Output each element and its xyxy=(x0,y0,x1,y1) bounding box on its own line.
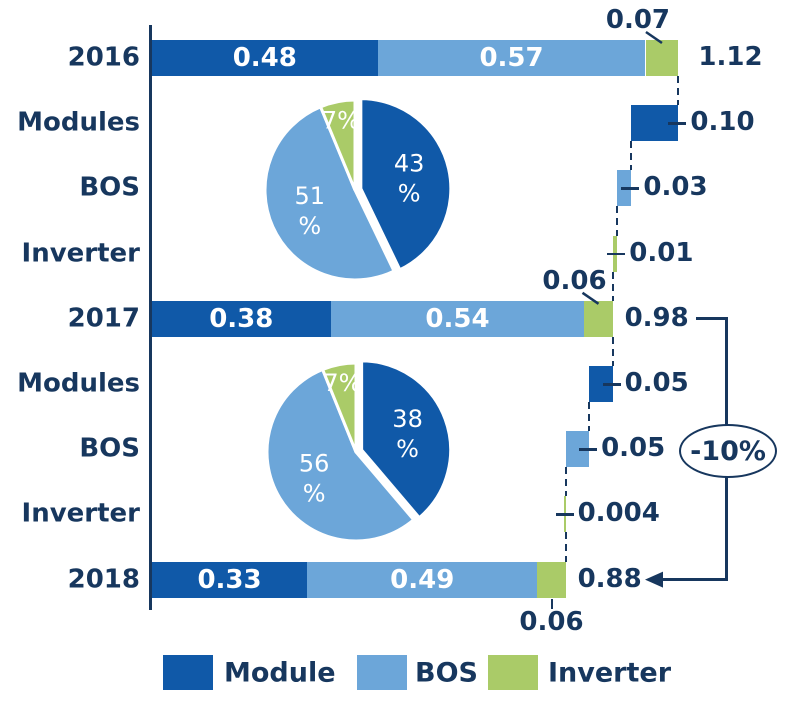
delta-label-bos-2: 0.03 xyxy=(643,172,708,203)
bar-2017-module-segment: 0.38 xyxy=(152,300,331,337)
delta-leader-line xyxy=(555,513,574,516)
bar-2018-module-segment: 0.33 xyxy=(152,561,308,598)
bar-2018-bos-segment: 0.49 xyxy=(307,561,538,598)
pie-slice-bos xyxy=(265,367,416,543)
category-label-2017-4: 2017 xyxy=(67,303,140,334)
delta-leader-line xyxy=(579,448,598,451)
delta-label-modules-5: 0.05 xyxy=(624,367,689,398)
waterfall-connector-line xyxy=(616,206,619,236)
pie-label-inverter: 7% xyxy=(322,106,360,134)
delta-leader-line xyxy=(668,122,687,125)
pie-slice-inverter xyxy=(321,361,358,454)
callout-leader-line xyxy=(550,598,553,609)
pie-label-line: 38 xyxy=(392,405,423,433)
legend-swatch-bos xyxy=(357,655,407,690)
category-label-2016-0: 2016 xyxy=(67,42,140,73)
pie-label-line: % xyxy=(303,479,326,507)
bar-2017-inverter-segment xyxy=(584,300,613,337)
bar-value-label: 0.33 xyxy=(197,564,262,595)
bracket-top-line xyxy=(696,317,728,321)
pie-slice-inverter xyxy=(319,98,357,192)
total-label-2016: 1.12 xyxy=(698,41,763,72)
waterfall-connector-line xyxy=(564,532,567,562)
pie-label-inverter: 7% xyxy=(323,369,361,397)
bar-2016-inverter-segment xyxy=(645,40,679,76)
delta-label-inverter-3: 0.01 xyxy=(629,237,694,268)
delta-label-modules-1: 0.10 xyxy=(690,106,755,137)
pie-label-line: % xyxy=(398,180,421,208)
waterfall-bar-bos-6 xyxy=(565,431,590,468)
legend-label-inverter: Inverter xyxy=(548,657,672,689)
bar-2017-bos-segment: 0.54 xyxy=(330,300,585,337)
total-label-2017: 0.98 xyxy=(624,302,689,333)
pie-slice-module xyxy=(359,97,453,272)
category-label-inverter-7: Inverter xyxy=(21,498,140,529)
pie-label-line: % xyxy=(396,435,419,463)
delta-leader-line xyxy=(602,383,621,386)
category-label-bos-2: BOS xyxy=(79,172,140,203)
pie-slice-module xyxy=(360,359,453,520)
pie-chart-2: 38 %56 %7% xyxy=(265,359,453,543)
pie-label-bos: 51% xyxy=(295,182,326,240)
category-label-modules-1: Modules xyxy=(17,107,140,138)
legend-swatch-inverter xyxy=(488,655,538,690)
callout-label-2017-inverter: 0.06 xyxy=(542,265,607,296)
delta-label-inverter-7: 0.004 xyxy=(577,498,660,529)
category-label-inverter-3: Inverter xyxy=(21,237,140,268)
pie-label-line: 51 xyxy=(295,182,326,210)
pie-label-module: 43% xyxy=(394,150,425,208)
bar-value-label: 0.54 xyxy=(425,303,490,334)
waterfall-connector-line xyxy=(611,271,614,301)
callout-label-2018-inverter: 0.06 xyxy=(519,606,584,637)
legend-label-module: Module xyxy=(224,657,336,689)
bar-value-label: 0.48 xyxy=(232,43,297,73)
bar-value-label: 0.49 xyxy=(390,564,455,595)
y-axis-line xyxy=(149,25,152,610)
bar-2018-inverter-segment xyxy=(537,561,566,598)
category-label-bos-6: BOS xyxy=(79,433,140,464)
pie-label-line: 43 xyxy=(394,150,425,178)
bar-value-label: 0.38 xyxy=(209,303,274,334)
delta-leader-line xyxy=(607,252,626,256)
legend-label-bos: BOS xyxy=(415,657,478,689)
pie-chart-1: 43 %51 %7% xyxy=(263,97,453,282)
pie-slice-bos xyxy=(263,105,396,282)
waterfall-connector-line xyxy=(588,402,591,432)
pie-label-module: 38% xyxy=(392,405,423,463)
bar-2016-bos-segment: 0.57 xyxy=(377,40,646,76)
category-label-modules-5: Modules xyxy=(17,368,140,399)
pie-label-line: 56 xyxy=(299,449,330,477)
category-label-2018-8: 2018 xyxy=(67,563,140,594)
total-label-2018: 0.88 xyxy=(577,563,642,594)
percent-change-badge: -10% xyxy=(679,424,777,479)
bar-2016-module-segment: 0.48 xyxy=(152,40,378,76)
bar-value-label: 0.57 xyxy=(479,43,544,73)
callout-label-2016-inverter: 0.07 xyxy=(605,5,671,35)
waterfall-connector-line xyxy=(611,336,614,366)
delta-label-bos-6: 0.05 xyxy=(601,432,666,463)
pie-label-bos: 56% xyxy=(299,449,330,507)
waterfall-connector-line xyxy=(564,467,567,497)
pie-label-line: % xyxy=(298,212,321,240)
waterfall-bar-modules-5 xyxy=(589,366,613,402)
bracket-arrow-line xyxy=(661,578,726,582)
delta-leader-line xyxy=(621,187,640,190)
waterfall-connector-line xyxy=(677,76,680,106)
legend-swatch-module xyxy=(163,655,213,690)
waterfall-connector-line xyxy=(630,141,633,171)
